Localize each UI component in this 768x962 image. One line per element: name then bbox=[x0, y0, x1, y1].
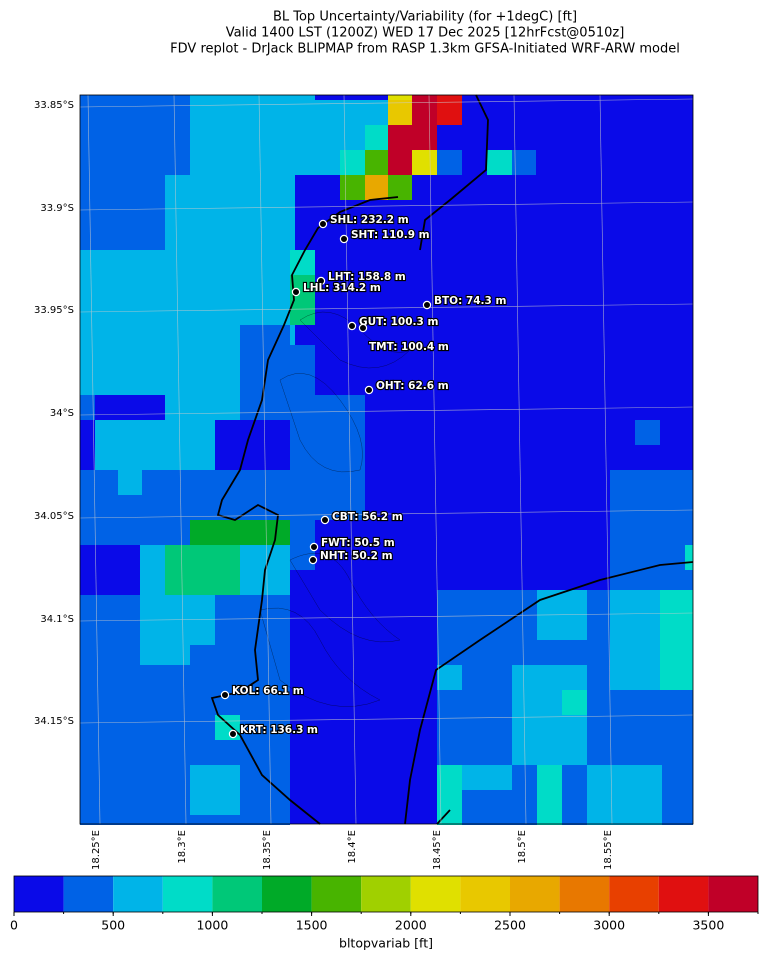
colorbar-bin bbox=[212, 876, 262, 912]
station-dot bbox=[422, 300, 432, 310]
station-dot bbox=[220, 690, 230, 700]
title-line: BL Top Uncertainty/Variability (for +1de… bbox=[273, 10, 577, 25]
title-line: Valid 1400 LST (1200Z) WED 17 Dec 2025 [… bbox=[226, 26, 625, 41]
colorbar-bin bbox=[63, 876, 114, 912]
lat-label: 33.85°S bbox=[34, 100, 74, 111]
lon-label: 18.25°E bbox=[91, 830, 102, 870]
terrain-contours bbox=[259, 311, 411, 707]
colorbar-bin bbox=[162, 876, 213, 912]
map-ticks: 33.85°S 33.9°S 33.95°S 34°S 34.05°S 34.1°S 34.… bbox=[34, 100, 614, 870]
lon-label: 18.3°E bbox=[177, 830, 188, 864]
lon-line bbox=[599, 94, 613, 825]
station-dot bbox=[347, 321, 357, 331]
lat-line bbox=[79, 714, 694, 724]
lon-line bbox=[428, 94, 442, 825]
stations: SHL: 232.2 m SHT: 110.9 m LHT: 158.8 mLHL:… bbox=[220, 213, 508, 739]
lat-label: 34.1°S bbox=[40, 614, 74, 625]
colorbar-bin bbox=[609, 876, 659, 912]
station-dot bbox=[364, 385, 374, 395]
station-dot bbox=[320, 515, 330, 525]
station-dot bbox=[339, 234, 349, 244]
map-frame bbox=[79, 94, 694, 825]
lat-line bbox=[79, 201, 694, 211]
lon-label: 18.35°E bbox=[262, 830, 273, 870]
lat-label: 34.15°S bbox=[34, 716, 74, 727]
lat-line bbox=[79, 98, 694, 108]
station-dot bbox=[309, 542, 319, 552]
colorbar-bin bbox=[14, 876, 64, 912]
colorbar-bin bbox=[460, 876, 510, 912]
lat-label: 33.95°S bbox=[34, 305, 74, 316]
colorbar-bin bbox=[361, 876, 411, 912]
lat-label: 33.9°S bbox=[40, 203, 74, 214]
station-label: OHT: 62.6 m bbox=[376, 380, 449, 392]
colorbar-bin bbox=[113, 876, 163, 912]
station-label: SHT: 110.9 m bbox=[351, 229, 430, 241]
station-dot bbox=[316, 276, 326, 286]
field-cells bbox=[80, 95, 693, 825]
station-label: GUT: 100.3 m bbox=[359, 316, 438, 328]
colorbar-bin bbox=[708, 876, 758, 912]
colorbar-bin bbox=[510, 876, 560, 912]
colorbar-bin bbox=[262, 876, 312, 912]
colorbar: 0 500 1000 1500 2000 2500 3000 3500 bltopvariab … bbox=[10, 875, 759, 951]
lat-line bbox=[79, 406, 694, 416]
colorbar-frame bbox=[13, 875, 759, 913]
coastline bbox=[210, 94, 694, 825]
lon-line bbox=[513, 94, 527, 825]
colorbar-bin bbox=[658, 876, 709, 912]
station-dot bbox=[318, 219, 328, 229]
lat-line bbox=[79, 509, 694, 519]
station-label: NHT: 50.2 m bbox=[320, 550, 393, 562]
lon-line bbox=[343, 94, 357, 825]
station-dot bbox=[358, 323, 368, 333]
map: SHL: 232.2 m SHT: 110.9 m LHT: 158.8 mLHL:… bbox=[79, 94, 694, 825]
station-label: LHL: 314.2 m bbox=[303, 282, 381, 294]
lat-line bbox=[79, 303, 694, 313]
station-dot bbox=[228, 729, 238, 739]
station-label: TMT: 100.4 m bbox=[369, 341, 449, 353]
colorbar-bin bbox=[410, 876, 461, 912]
title-block: BL Top Uncertainty/Variability (for +1de… bbox=[170, 10, 680, 57]
station-label: LHT: 158.8 m bbox=[328, 271, 406, 283]
lon-line bbox=[173, 94, 187, 825]
station-dot bbox=[291, 287, 301, 297]
colorbar-tick-label: 3500 bbox=[692, 918, 724, 933]
graticule bbox=[79, 94, 694, 825]
colorbar-tick-label: 2500 bbox=[494, 918, 526, 933]
station-label: KOL: 66.1 m bbox=[232, 685, 304, 697]
lat-label: 34°S bbox=[50, 408, 74, 419]
colorbar-label: bltopvariab [ft] bbox=[339, 936, 433, 951]
lon-label: 18.4°E bbox=[347, 830, 358, 864]
lon-label: 18.45°E bbox=[432, 830, 443, 870]
colorbar-tick-label: 1500 bbox=[296, 918, 328, 933]
lat-line bbox=[79, 612, 694, 622]
colorbar-tick-label: 500 bbox=[101, 918, 125, 933]
station-label: KRT: 136.3 m bbox=[240, 724, 318, 736]
colorbar-bin bbox=[311, 876, 362, 912]
colorbar-tick-label: 2000 bbox=[395, 918, 427, 933]
station-label: CBT: 56.2 m bbox=[332, 511, 403, 523]
lon-label: 18.5°E bbox=[517, 830, 528, 864]
lon-line bbox=[258, 94, 272, 825]
lon-line bbox=[87, 94, 101, 825]
lon-label: 18.55°E bbox=[603, 830, 614, 870]
lat-label: 34.05°S bbox=[34, 511, 74, 522]
colorbar-tick-label: 1000 bbox=[196, 918, 228, 933]
station-label: SHL: 232.2 m bbox=[330, 214, 409, 226]
title-line: FDV replot - DrJack BLIPMAP from RASP 1.… bbox=[170, 42, 680, 57]
station-label: BTO: 74.3 m bbox=[434, 295, 507, 307]
colorbar-tick-label: 3000 bbox=[593, 918, 625, 933]
colorbar-tick-label: 0 bbox=[10, 918, 18, 933]
colorbar-bin bbox=[559, 876, 610, 912]
station-label: FWT: 50.5 m bbox=[321, 537, 395, 549]
station-dot bbox=[308, 555, 318, 565]
